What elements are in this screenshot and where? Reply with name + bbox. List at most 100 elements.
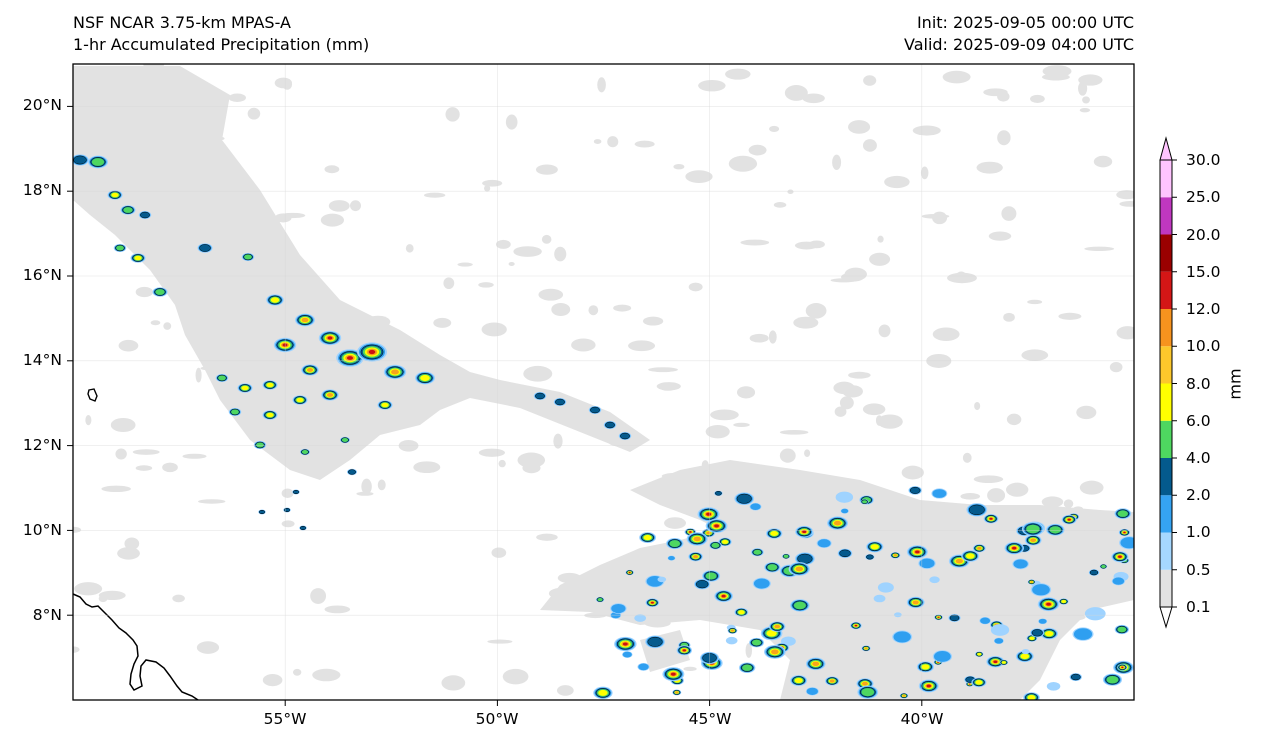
precip-cell (256, 442, 264, 448)
trace-speck (1056, 613, 1086, 621)
trace-speck (124, 537, 140, 550)
trace-speck (350, 200, 362, 212)
precip-cell (693, 555, 699, 559)
trace-speck (336, 449, 351, 460)
trace-speck (571, 338, 596, 352)
lat-label-20: 20°N (22, 96, 62, 114)
trace-speck (150, 320, 161, 326)
trace-speck (289, 288, 317, 301)
trace-speck (803, 631, 814, 639)
precip-cell (535, 392, 545, 400)
precip-cell (1046, 602, 1051, 606)
init-time: Init: 2025-09-05 00:00 UTC (916, 13, 1134, 32)
lon-ticks (284, 700, 923, 706)
precip-cell (296, 397, 304, 403)
trace-speck (831, 638, 858, 645)
trace-speck (1042, 73, 1070, 81)
trace-speck (536, 533, 558, 541)
precip-cell (1020, 653, 1030, 660)
precip-cell (270, 297, 280, 303)
trace-speck (208, 136, 225, 141)
trace-speck (96, 167, 121, 181)
trace-speck (541, 234, 552, 244)
precip-cell (767, 564, 778, 571)
precip-cell (650, 601, 654, 604)
lat-ticks (67, 105, 73, 616)
precip-cell (611, 603, 626, 614)
trace-region-se (820, 560, 1040, 700)
precip-cell (598, 689, 608, 696)
trace-speck (324, 605, 351, 614)
trace-speck (281, 520, 295, 528)
trace-speck (169, 252, 196, 268)
trace-speck (911, 615, 921, 630)
trace-speck (884, 175, 910, 189)
precip-cell (695, 580, 709, 589)
lon-label-50: 50°W (475, 710, 519, 728)
trace-speck (312, 668, 341, 682)
trace-speck (946, 512, 972, 517)
trace-speck (551, 303, 571, 317)
trace-speck (805, 302, 827, 319)
trace-speck (163, 322, 172, 330)
trace-speck (942, 70, 971, 84)
trace-speck (196, 641, 220, 654)
colorbar-bin (1160, 569, 1172, 607)
precip-cell (244, 254, 252, 260)
trace-speck (118, 339, 139, 352)
cbar-label-10: 20.0 (1186, 226, 1221, 244)
trace-speck (848, 120, 871, 134)
precip-cell (597, 597, 603, 602)
precip-cell (348, 469, 356, 475)
trace-speck (1065, 526, 1086, 539)
precip-cell (1118, 555, 1122, 558)
trace-speck (1109, 362, 1123, 373)
colorbar-bin (1160, 383, 1172, 421)
trace-speck (960, 493, 981, 500)
trace-speck (901, 465, 924, 480)
trace-speck (974, 401, 981, 411)
trace-speck (932, 640, 960, 653)
precip-cell (711, 542, 720, 548)
precip-cell (1030, 581, 1033, 583)
trace-speck (848, 371, 871, 379)
trace-speck (1119, 201, 1134, 207)
precip-cell (934, 651, 951, 662)
precip-cell (870, 544, 879, 550)
trace-speck (879, 670, 903, 682)
trace-speck (808, 240, 825, 249)
precip-cell (1061, 600, 1067, 604)
trace-speck (588, 305, 599, 316)
trace-speck (947, 272, 977, 284)
trace-speck (834, 406, 847, 417)
convective-cells (73, 154, 1134, 700)
trace-speck (172, 594, 185, 603)
cbar-label-7: 10.0 (1186, 337, 1221, 355)
precip-cell (670, 672, 676, 676)
precip-cell (752, 639, 762, 646)
cbar-label-1: 0.5 (1186, 561, 1211, 579)
precip-cell (346, 356, 354, 360)
trace-speck (441, 675, 466, 691)
lon-label-55: 55°W (263, 710, 307, 728)
precip-cell (797, 553, 813, 564)
precip-cell (975, 680, 983, 685)
trace-speck (862, 403, 886, 416)
precip-cell (1046, 681, 1061, 691)
precip-cell (116, 245, 124, 251)
trace-speck (773, 202, 787, 208)
colorbar-bin (1160, 346, 1172, 384)
precip-cell (835, 491, 854, 503)
colorbar-bin (1160, 532, 1172, 570)
precip-cell (864, 647, 868, 650)
trace-speck (1082, 96, 1090, 104)
trace-speck (203, 90, 210, 105)
precip-cell (381, 402, 389, 408)
precip-cell (283, 507, 291, 513)
precip-cell (793, 601, 806, 610)
trace-speck (282, 79, 293, 90)
precip-cell (1032, 584, 1050, 596)
trace-speck (433, 317, 452, 328)
precip-cell (620, 432, 630, 440)
